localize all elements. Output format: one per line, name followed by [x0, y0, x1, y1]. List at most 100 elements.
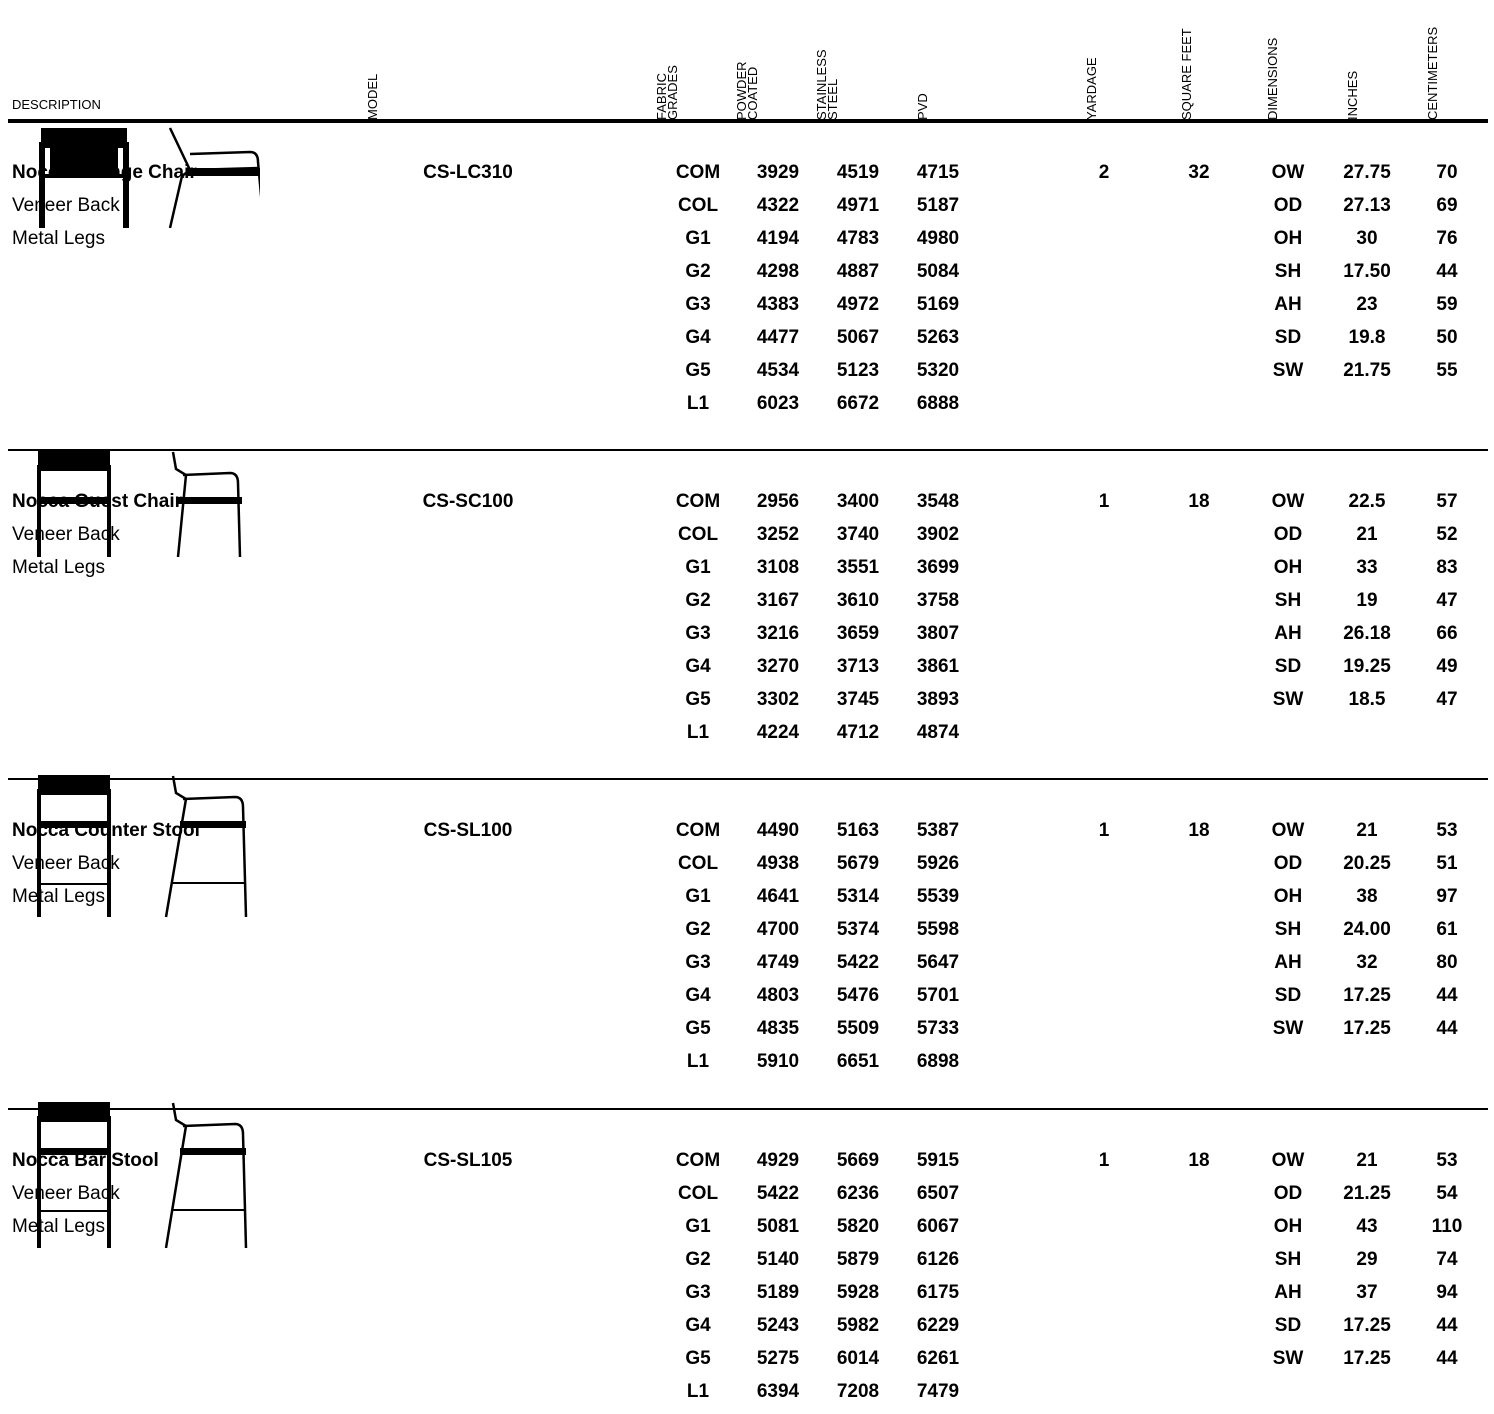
product-square-feet: 18 [1188, 491, 1210, 512]
dimension-inches: 29 [1356, 1249, 1378, 1270]
dimension-code: OH [1273, 1216, 1303, 1237]
price-grade: G4 [685, 656, 711, 677]
price-grade: G2 [685, 1249, 711, 1270]
dimension-centimeters: 52 [1436, 524, 1458, 545]
dimension-inches: 19 [1356, 590, 1378, 611]
dimension-inches: 43 [1356, 1216, 1378, 1237]
price-pvd: 5263 [916, 327, 960, 348]
product-name: Nocca Bar Stool [12, 1150, 159, 1171]
price-pvd: 3699 [916, 557, 960, 578]
price-stainless-steel: 5879 [836, 1249, 880, 1270]
price-powder-coated: 4194 [756, 228, 800, 249]
price-stainless-steel: 6672 [836, 393, 880, 414]
dimension-inches: 23 [1356, 294, 1378, 315]
price-powder-coated: 6023 [756, 393, 800, 414]
price-pvd: 5647 [916, 952, 960, 973]
price-grade: COM [675, 162, 721, 183]
dimension-code: OW [1271, 820, 1305, 841]
dimension-inches: 37 [1356, 1282, 1378, 1303]
price-stainless-steel: 3610 [836, 590, 880, 611]
dimension-inches: 22.5 [1348, 491, 1386, 512]
price-powder-coated: 5189 [756, 1282, 800, 1303]
dimension-code: SD [1274, 1315, 1302, 1336]
price-pvd: 5187 [916, 195, 960, 216]
header-fabric-grades: FABRIC GRADES [654, 65, 680, 120]
price-stainless-steel: 3551 [836, 557, 880, 578]
dimension-inches: 33 [1356, 557, 1378, 578]
header-pvd: PVD [915, 93, 930, 120]
dimension-centimeters: 47 [1436, 689, 1458, 710]
dimension-centimeters: 44 [1436, 1018, 1458, 1039]
dimension-inches: 24.00 [1343, 919, 1391, 940]
price-pvd: 6888 [916, 393, 960, 414]
price-stainless-steel: 4887 [836, 261, 880, 282]
product-subtitle: Metal Legs [12, 1216, 105, 1237]
price-powder-coated: 3270 [756, 656, 800, 677]
product-model: CS-LC310 [423, 162, 513, 183]
price-pvd: 3893 [916, 689, 960, 710]
price-stainless-steel: 3740 [836, 524, 880, 545]
dimension-code: OH [1273, 557, 1303, 578]
dimension-inches: 19.25 [1343, 656, 1391, 677]
price-powder-coated: 4224 [756, 722, 800, 743]
dimension-centimeters: 53 [1436, 1150, 1458, 1171]
dimension-centimeters: 61 [1436, 919, 1458, 940]
price-powder-coated: 5081 [756, 1216, 800, 1237]
dimension-centimeters: 51 [1436, 853, 1458, 874]
header-description: DESCRIPTION [12, 97, 101, 112]
dimension-inches: 20.25 [1343, 853, 1391, 874]
price-powder-coated: 3302 [756, 689, 800, 710]
price-grade: L1 [686, 393, 710, 414]
price-grade: G5 [685, 360, 711, 381]
product-subtitle: Metal Legs [12, 228, 105, 249]
price-powder-coated: 5910 [756, 1051, 800, 1072]
price-grade: G2 [685, 261, 711, 282]
price-powder-coated: 4298 [756, 261, 800, 282]
price-pvd: 6175 [916, 1282, 960, 1303]
price-stainless-steel: 7208 [836, 1381, 880, 1402]
product-model: CS-SC100 [422, 491, 514, 512]
price-stainless-steel: 5669 [836, 1150, 880, 1171]
dimension-inches: 27.75 [1343, 162, 1391, 183]
product-model: CS-SL100 [423, 820, 513, 841]
product-yardage: 1 [1098, 1150, 1110, 1171]
price-stainless-steel: 4712 [836, 722, 880, 743]
price-grade: G5 [685, 689, 711, 710]
dimension-inches: 17.25 [1343, 1348, 1391, 1369]
price-pvd: 5169 [916, 294, 960, 315]
dimension-centimeters: 74 [1436, 1249, 1458, 1270]
price-grade: COL [677, 1183, 719, 1204]
header-rule [8, 119, 1488, 123]
header-yardage: YARDAGE [1084, 57, 1099, 120]
price-grade: G5 [685, 1348, 711, 1369]
price-stainless-steel: 5509 [836, 1018, 880, 1039]
price-pvd: 3758 [916, 590, 960, 611]
dimension-inches: 19.8 [1348, 327, 1386, 348]
bar-stool-drawing-icon [37, 1102, 248, 1249]
dimension-centimeters: 57 [1436, 491, 1458, 512]
dimension-inches: 26.18 [1343, 623, 1391, 644]
product-subtitle: Metal Legs [12, 886, 105, 907]
product-drawing [10, 447, 260, 562]
price-pvd: 5387 [916, 820, 960, 841]
dimension-inches: 21.75 [1343, 360, 1391, 381]
dimension-centimeters: 44 [1436, 1315, 1458, 1336]
price-stainless-steel: 5067 [836, 327, 880, 348]
price-powder-coated: 6394 [756, 1381, 800, 1402]
dimension-inches: 17.25 [1343, 1315, 1391, 1336]
price-stainless-steel: 4783 [836, 228, 880, 249]
price-powder-coated: 5140 [756, 1249, 800, 1270]
dimension-centimeters: 49 [1436, 656, 1458, 677]
price-pvd: 5926 [916, 853, 960, 874]
product-subtitle: Veneer Back [12, 195, 120, 216]
dimension-code: OD [1273, 853, 1303, 874]
price-stainless-steel: 5820 [836, 1216, 880, 1237]
price-stainless-steel: 6014 [836, 1348, 880, 1369]
dimension-centimeters: 94 [1436, 1282, 1458, 1303]
price-powder-coated: 2956 [756, 491, 800, 512]
dimension-inches: 21 [1356, 1150, 1378, 1171]
dimension-code: OW [1271, 1150, 1305, 1171]
product-subtitle: Metal Legs [12, 557, 105, 578]
price-powder-coated: 3216 [756, 623, 800, 644]
dimension-inches: 17.25 [1343, 1018, 1391, 1039]
